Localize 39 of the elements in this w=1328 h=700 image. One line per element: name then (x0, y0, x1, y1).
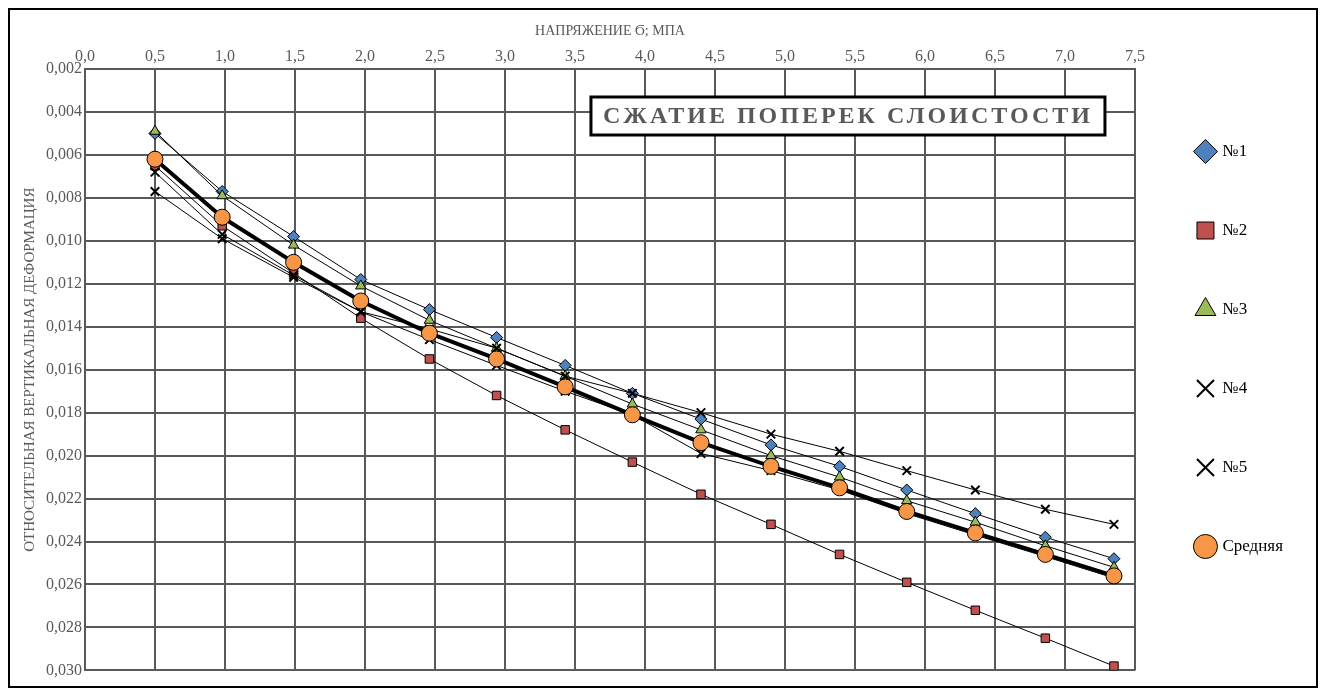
legend-label: №3 (1222, 298, 1248, 318)
y-tick-label: 0,022 (46, 488, 82, 506)
y-tick-label: 0,020 (46, 445, 82, 463)
x-tick-label: 0,5 (145, 46, 165, 64)
x-tick-label: 7,0 (1054, 46, 1075, 64)
x-tick-label: 2,5 (424, 46, 445, 64)
y-tick-label: 0,004 (46, 102, 82, 120)
y-tick-label: 0,006 (46, 145, 82, 163)
y-tick-label: 0,030 (46, 660, 82, 678)
legend-label: Средняя (1222, 535, 1284, 555)
y-tick-label: 0,014 (46, 316, 82, 334)
x-tick-label: 1,0 (214, 46, 235, 64)
y-tick-label: 0,024 (46, 531, 82, 549)
y-tick-label: 0,028 (46, 617, 82, 635)
x-tick-label: 0,0 (75, 46, 95, 64)
legend-label: №2 (1222, 219, 1248, 239)
y-tick-label: 0,026 (46, 574, 82, 592)
x-tick-label: 4,5 (704, 46, 725, 64)
x-tick-label: 3,5 (564, 46, 585, 64)
x-tick-label: 1,5 (284, 46, 305, 64)
y-tick-label: 0,018 (46, 402, 82, 420)
x-tick-label: 4,0 (634, 46, 655, 64)
x-tick-label: 6,5 (984, 46, 1005, 64)
y-tick-label: 0,008 (46, 188, 82, 206)
y-axis-title: ОТНОСИТЕЛЬНАЯ ВЕРТИКАЛЬНАЯ ДЕФОРМАЦИЯ (20, 187, 37, 552)
x-tick-label: 5,0 (774, 46, 795, 64)
x-tick-label: 3,0 (494, 46, 515, 64)
y-tick-label: 0,012 (46, 273, 82, 291)
x-tick-label: 6,0 (914, 46, 935, 64)
y-tick-label: 0,010 (46, 231, 82, 249)
legend-label: №5 (1222, 456, 1248, 476)
x-tick-label: 2,0 (354, 46, 375, 64)
legend-label: №1 (1222, 140, 1248, 160)
x-tick-label: 5,5 (844, 46, 865, 64)
text: СЖАТИЕ ПОПЕРЕК СЛОИСТОСТИ (602, 102, 1093, 129)
x-axis-title: НАПРЯЖЕНИЕ Ϭ; МПА (535, 23, 686, 39)
legend-label: №4 (1222, 377, 1248, 397)
x-tick-label: 7,5 (1124, 46, 1145, 64)
y-tick-label: 0,016 (46, 359, 82, 377)
